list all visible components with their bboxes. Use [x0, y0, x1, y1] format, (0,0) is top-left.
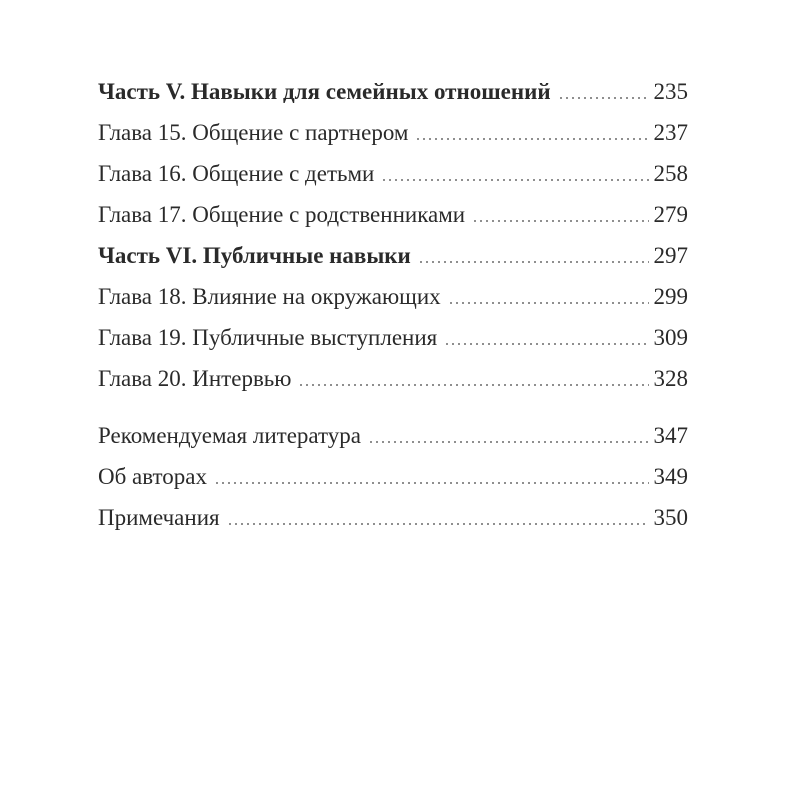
dot-leader [300, 384, 649, 386]
toc-entry-page: 328 [653, 366, 689, 391]
toc-entry-title: Глава 18. Влияние на окружающих [98, 284, 441, 309]
dot-leader [228, 523, 649, 525]
dot-leader [417, 138, 649, 140]
dot-leader [474, 220, 649, 222]
toc-entry: Примечания 350 [98, 506, 688, 530]
toc-entry-title: Часть VI. Публичные навыки [98, 243, 411, 268]
toc-entry-page: 279 [653, 202, 689, 227]
toc-entry-title: Глава 19. Публичные выступления [98, 325, 438, 350]
dot-leader [383, 179, 649, 181]
toc-section: Часть VI. Публичные навыки 297 Глава 18. В… [98, 244, 688, 391]
toc-entry-title: Рекомендуемая литература [98, 423, 361, 448]
dot-leader [446, 343, 649, 345]
toc-entry-page: 297 [653, 243, 689, 268]
toc-entry-page: 347 [653, 423, 689, 448]
toc-part-entry: Часть V. Навыки для семейных отношений 23… [98, 80, 688, 104]
toc-section: Рекомендуемая литература 347 Об авторах 349… [98, 424, 688, 530]
toc-entry-title: Глава 20. Интервью [98, 366, 292, 391]
toc-entry: Глава 19. Публичные выступления 309 [98, 326, 688, 350]
toc-entry-title: Глава 15. Общение с партнером [98, 120, 409, 145]
toc-section: Часть V. Навыки для семейных отношений 23… [98, 80, 688, 227]
toc-entry: Глава 17. Общение с родственниками 279 [98, 203, 688, 227]
toc-list: Часть V. Навыки для семейных отношений 23… [98, 80, 688, 547]
toc-entry: Глава 20. Интервью 328 [98, 367, 688, 391]
toc-entry-page: 349 [653, 464, 689, 489]
toc-entry: Глава 15. Общение с партнером 237 [98, 121, 688, 145]
toc-part-entry: Часть VI. Публичные навыки 297 [98, 244, 688, 268]
dot-leader [419, 261, 649, 263]
toc-entry-page: 299 [653, 284, 689, 309]
toc-entry: Рекомендуемая литература 347 [98, 424, 688, 448]
toc-entry-page: 237 [653, 120, 689, 145]
dot-leader [370, 441, 649, 443]
toc-entry-page: 350 [653, 505, 689, 530]
toc-entry-title: Об авторах [98, 464, 208, 489]
toc-entry-page: 309 [653, 325, 689, 350]
toc-entry-page: 235 [653, 79, 689, 104]
toc-entry-title: Примечания [98, 505, 220, 530]
toc-entry-title: Глава 16. Общение с детьми [98, 161, 375, 186]
dot-leader [449, 302, 649, 304]
toc-entry-page: 258 [653, 161, 689, 186]
toc-entry: Об авторах 349 [98, 465, 688, 489]
toc-entry: Глава 16. Общение с детьми 258 [98, 162, 688, 186]
toc-entry-title: Глава 17. Общение с родственниками [98, 202, 466, 227]
dot-leader [216, 482, 649, 484]
toc-entry-title: Часть V. Навыки для семейных отношений [98, 79, 551, 104]
toc-entry: Глава 18. Влияние на окружающих 299 [98, 285, 688, 309]
dot-leader [559, 97, 649, 99]
